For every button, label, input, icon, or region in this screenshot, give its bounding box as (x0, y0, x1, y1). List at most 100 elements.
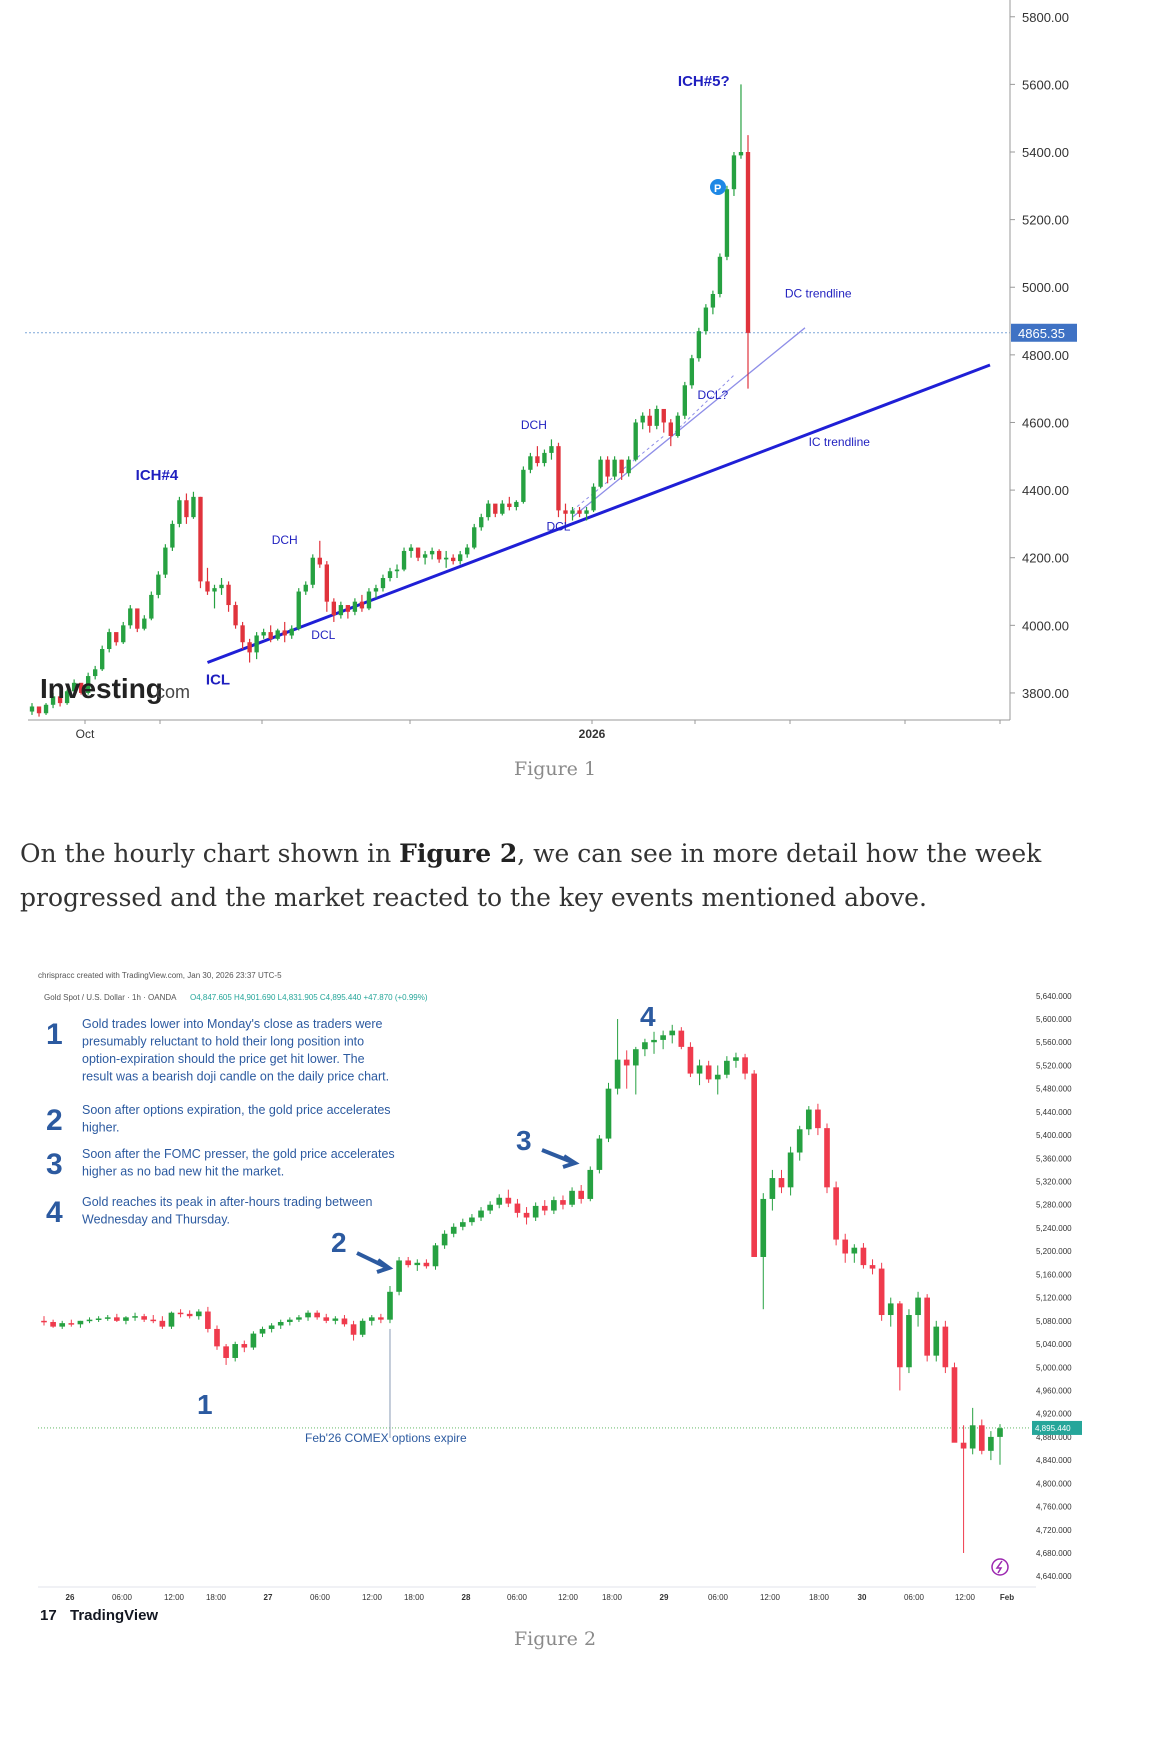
candle (942, 1320, 949, 1374)
candle (451, 554, 456, 565)
candle (121, 621, 126, 644)
candle (614, 1019, 621, 1095)
y-tick-label: 4,960.000 (1036, 1386, 1072, 1395)
candle (314, 1310, 320, 1320)
y-tick-label: 5,400.000 (1036, 1131, 1072, 1140)
note-line: Gold trades lower into Monday's close as… (82, 1017, 382, 1031)
y-tick-label: 4200.00 (1022, 551, 1069, 566)
candle (714, 1065, 721, 1095)
note-line: higher. (82, 1121, 120, 1135)
candle (598, 456, 603, 489)
note-2: 2 Soon after options expiration, the gold… (46, 1103, 391, 1137)
candle (205, 567, 210, 595)
candle (310, 554, 315, 589)
x-tick-label: 06:00 (708, 1593, 729, 1602)
candle (563, 503, 568, 524)
candle (414, 1259, 421, 1271)
y-tick-label: 4,800.000 (1036, 1479, 1072, 1488)
candle (591, 483, 596, 513)
price-tag-text: 4,895.440 (1035, 1424, 1071, 1433)
x-tick-label: 06:00 (310, 1593, 331, 1602)
candle (387, 1286, 393, 1324)
candle (860, 1243, 867, 1269)
candle (742, 1053, 748, 1080)
candle (401, 547, 407, 572)
candle (277, 1319, 284, 1329)
candle (429, 547, 435, 560)
candle (287, 1317, 293, 1326)
candle (303, 581, 308, 595)
candle (359, 1318, 366, 1338)
candle (458, 550, 463, 565)
candle (415, 547, 421, 562)
ic-trendline (206, 363, 991, 664)
candle (68, 1319, 75, 1327)
candle (626, 456, 631, 477)
candle (596, 1135, 603, 1174)
candle (654, 405, 659, 430)
candle (632, 1046, 639, 1095)
candle (997, 1424, 1003, 1465)
candle (535, 446, 540, 467)
candle (824, 1123, 830, 1194)
lightning-icon (991, 1558, 1009, 1576)
candle (57, 696, 63, 707)
candle (71, 679, 77, 693)
candle (219, 578, 224, 595)
candle (107, 628, 112, 653)
chart-annotation: ICL (206, 672, 230, 689)
candle (78, 682, 84, 695)
candle (366, 588, 372, 611)
candle (443, 550, 449, 568)
candle (469, 1214, 475, 1226)
candle (352, 598, 358, 616)
x-tick-label: Oct (76, 727, 95, 741)
candle (486, 500, 491, 521)
chart-annotation: DCL (546, 520, 570, 534)
candle (587, 1166, 594, 1202)
candle (240, 621, 245, 649)
candle (232, 1341, 239, 1362)
candle (661, 408, 666, 433)
candle (738, 84, 744, 159)
candle (214, 1325, 220, 1350)
candle (268, 625, 273, 643)
y-tick-label: 5000.00 (1022, 280, 1069, 295)
note-line: higher as no bad new hit the market. (82, 1165, 284, 1179)
x-tick-label: 12:00 (362, 1593, 383, 1602)
candle (682, 381, 687, 420)
x-tick-label: 06:00 (904, 1593, 925, 1602)
candle (259, 1326, 266, 1338)
candle (521, 466, 526, 504)
candle (100, 645, 105, 671)
x-tick-label: 29 (660, 1593, 669, 1602)
candle (745, 135, 751, 389)
candle (887, 1297, 894, 1327)
candle (640, 412, 645, 430)
y-tick-label: 3800.00 (1022, 686, 1069, 701)
pivot-marker-icon: P (710, 179, 726, 195)
candle (642, 1038, 648, 1057)
candle (50, 1319, 56, 1328)
candle (851, 1244, 858, 1263)
investing-watermark: Investing .com (40, 673, 190, 704)
candle (177, 1309, 184, 1318)
candle (528, 452, 533, 474)
candle (560, 1195, 566, 1210)
candle (796, 1125, 803, 1161)
candle (549, 439, 554, 460)
candle (296, 588, 301, 631)
watermark-suffix: .com (151, 682, 190, 702)
y-tick-label: 4800.00 (1022, 348, 1069, 363)
marker-2: 2 (331, 1227, 347, 1258)
candle (906, 1309, 912, 1374)
body-paragraph: On the hourly chart shown in Figure 2, w… (20, 832, 1100, 920)
note-3: 3 Soon after the FOMC presser, the gold p… (46, 1147, 395, 1181)
candle (532, 1202, 539, 1221)
candle (710, 290, 716, 315)
candle (678, 1027, 685, 1050)
candle (951, 1362, 958, 1443)
x-tick-label: 30 (858, 1593, 867, 1602)
candle (177, 496, 182, 528)
candle (578, 1185, 585, 1204)
